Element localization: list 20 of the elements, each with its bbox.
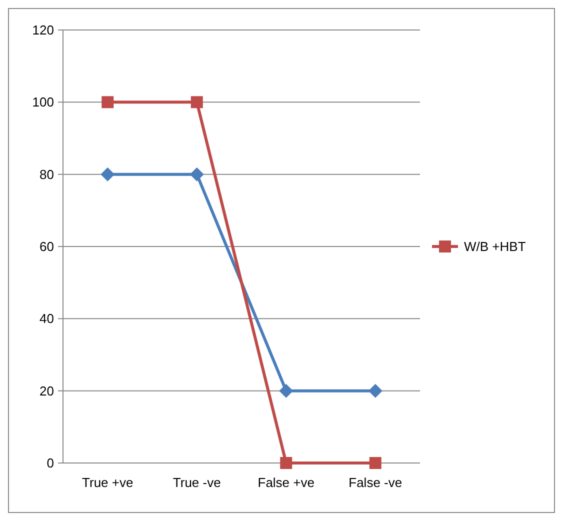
y-tick-label: 20	[40, 383, 54, 398]
point	[280, 457, 292, 469]
point	[102, 96, 114, 108]
point	[190, 96, 203, 108]
point	[369, 457, 382, 469]
x-tick-label: True +ve	[82, 475, 134, 490]
y-tick-label: 120	[32, 22, 54, 38]
point	[279, 384, 294, 398]
y-tick-label: 0	[46, 456, 54, 471]
x-tick-label: True -ve	[172, 475, 221, 490]
y-tick-label: 60	[40, 239, 54, 254]
point	[100, 167, 115, 182]
point	[368, 384, 382, 398]
y-tick-label: 100	[32, 94, 54, 110]
point	[190, 167, 204, 182]
y-tick-label: 40	[40, 311, 54, 326]
y-tick-label: 80	[40, 166, 54, 182]
x-tick-label: False +ve	[258, 475, 314, 490]
x-tick-label: False -ve	[348, 475, 402, 490]
legend-label: W/B +HBT	[464, 239, 526, 254]
